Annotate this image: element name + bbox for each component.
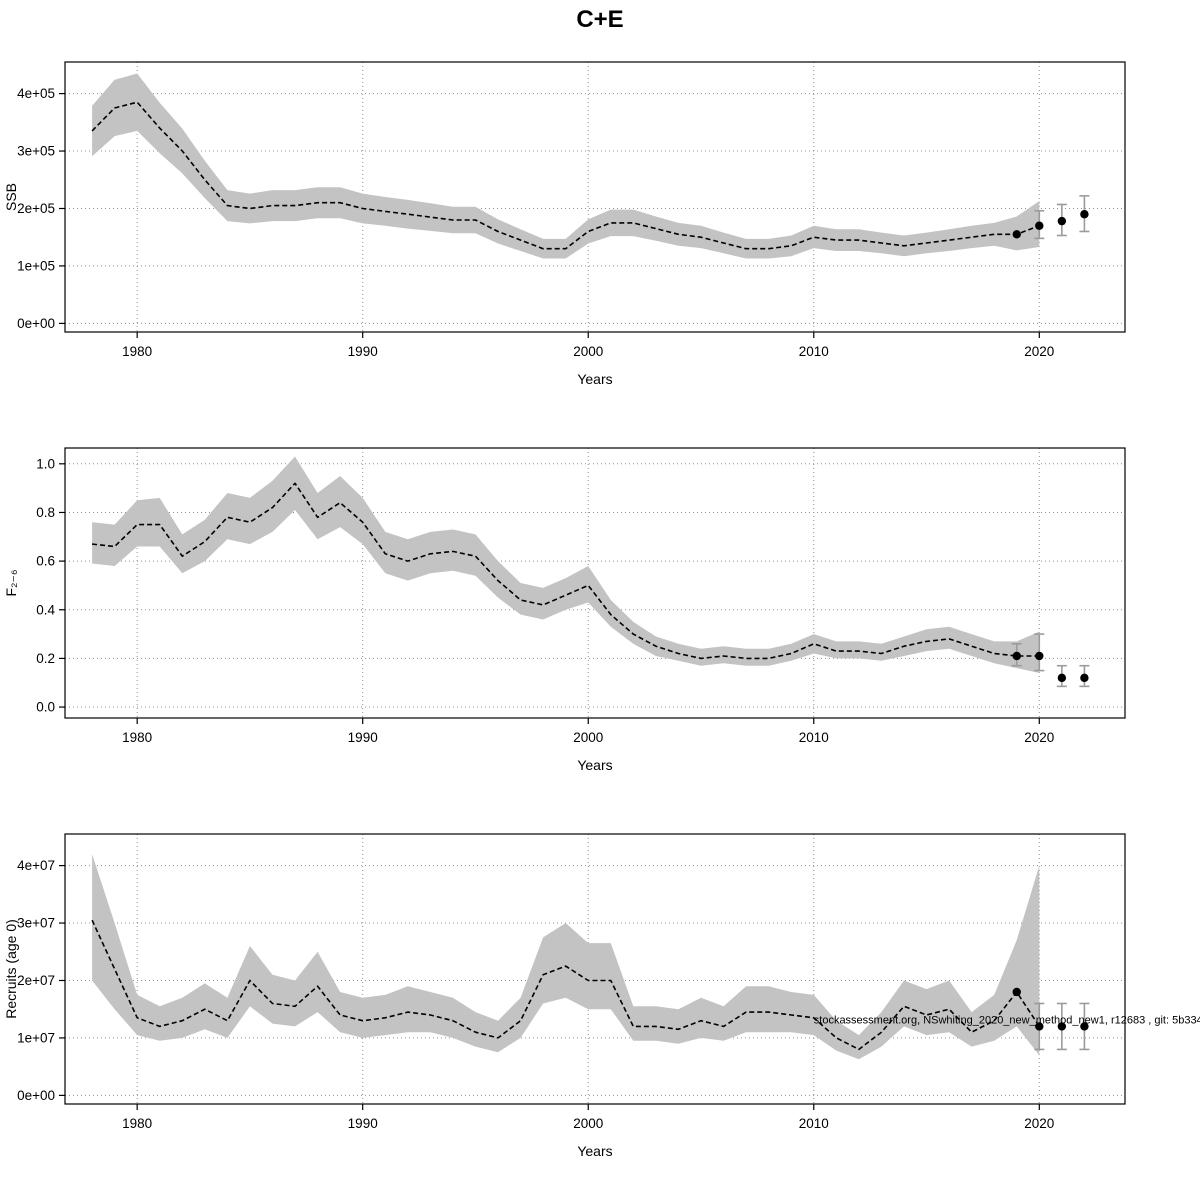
x-tick-label: 2010 xyxy=(799,344,829,359)
confidence-band xyxy=(92,854,1040,1060)
confidence-band xyxy=(92,456,1040,673)
y-tick-label: 3e+05 xyxy=(17,144,55,159)
forecast-point xyxy=(1035,651,1044,661)
y-tick-label: 1e+07 xyxy=(17,1030,55,1045)
panel-fishing-mortality: 1980 1990 2000 2010 2020 0.0 0.2 0.4 0.6 0.8 1.0 Ye… xyxy=(0,426,1200,812)
x-tick-label: 1990 xyxy=(348,1116,378,1131)
x-axis-title: Years xyxy=(577,1143,612,1159)
y-axis-title: Recruits (age 0) xyxy=(3,919,19,1019)
y-axis-title: SSB xyxy=(3,183,19,211)
x-tick-label: 1980 xyxy=(122,344,152,359)
x-tick-label: 2020 xyxy=(1024,1116,1054,1131)
y-axis-title: F₂₋₆ xyxy=(3,569,19,596)
forecast-point xyxy=(1035,1022,1044,1031)
x-tick-label: 2000 xyxy=(573,1116,603,1131)
forecast-point xyxy=(1012,230,1021,239)
fishing-mortality-chart: 1980 1990 2000 2010 2020 0.0 0.2 0.4 0.6 0.8 1.0 Ye… xyxy=(3,447,1126,773)
estimate-line xyxy=(91,101,1040,250)
x-tick-label: 2010 xyxy=(799,1116,829,1131)
forecast-point xyxy=(1080,1022,1089,1031)
forecast-point xyxy=(1035,221,1044,230)
y-tick-label: 2e+07 xyxy=(17,973,55,988)
y-tick-label: 1e+05 xyxy=(17,258,55,273)
figure-title: C+E xyxy=(576,6,624,33)
y-tick-label: 0.8 xyxy=(36,505,55,520)
forecast-point xyxy=(1057,1022,1067,1031)
forecast-point xyxy=(1012,987,1021,997)
recruits-chart: 1980 1990 2000 2010 2020 0e+00 1e+07 2e+07 3e+07… xyxy=(3,833,1200,1159)
x-axis-title: Years xyxy=(577,757,612,773)
y-tick-label: 1.0 xyxy=(36,456,55,471)
x-tick-label: 1980 xyxy=(122,1116,152,1131)
y-tick-label: 0e+00 xyxy=(17,316,55,331)
y-tick-label: 0.6 xyxy=(36,554,55,569)
x-tick-label: 2000 xyxy=(573,344,603,359)
confidence-band xyxy=(92,73,1040,259)
estimate-line xyxy=(92,482,1040,660)
y-tick-label: 0.2 xyxy=(36,651,55,666)
y-tick-label: 4e+05 xyxy=(17,86,55,101)
y-tick-label: 0.0 xyxy=(36,700,55,715)
x-tick-label: 1980 xyxy=(122,730,152,745)
forecast-point xyxy=(1057,673,1067,683)
x-tick-label: 2010 xyxy=(799,730,829,745)
forecast-point xyxy=(1057,216,1067,226)
x-tick-label: 2020 xyxy=(1024,730,1054,745)
x-axis-title: Years xyxy=(577,371,612,387)
x-tick-label: 2000 xyxy=(573,730,603,745)
y-tick-label: 0.4 xyxy=(36,602,55,617)
plot-frame xyxy=(64,833,1126,1105)
forecast-point xyxy=(1012,651,1021,661)
x-tick-label: 1990 xyxy=(348,730,378,745)
forecast-point xyxy=(1080,210,1089,219)
panel-recruits: 1980 1990 2000 2010 2020 0e+00 1e+07 2e+07 3e+07… xyxy=(0,812,1200,1198)
y-tick-label: 4e+07 xyxy=(17,858,55,873)
x-tick-label: 1990 xyxy=(348,344,378,359)
panel-ssb: 1980 1990 2000 2010 2020 0e+00 1e+05 2e+05 3e+05… xyxy=(0,40,1200,426)
forecast-point xyxy=(1080,673,1089,683)
x-tick-label: 2020 xyxy=(1024,344,1054,359)
plot-frame xyxy=(64,447,1126,719)
ssb-chart: 1980 1990 2000 2010 2020 0e+00 1e+05 2e+05 3e+05… xyxy=(3,61,1126,387)
y-tick-label: 2e+05 xyxy=(17,201,55,216)
y-tick-label: 3e+07 xyxy=(17,916,55,931)
y-tick-label: 0e+00 xyxy=(17,1088,55,1103)
watermark-note: stockassessment.org, NSwhiting_2020_new_… xyxy=(814,1015,1200,1027)
plot-frame xyxy=(64,61,1126,333)
estimate-line xyxy=(91,919,1040,1051)
